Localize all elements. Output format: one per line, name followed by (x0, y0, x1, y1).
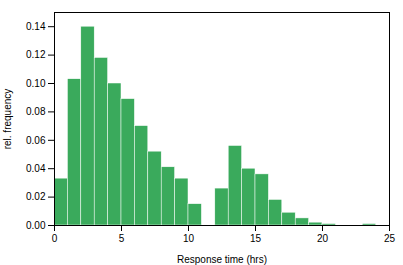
svg-text:0.06: 0.06 (26, 135, 46, 146)
svg-text:0.02: 0.02 (26, 191, 46, 202)
svg-text:10: 10 (183, 233, 195, 244)
svg-text:0.14: 0.14 (26, 21, 46, 32)
svg-text:0.04: 0.04 (26, 163, 46, 174)
svg-text:0.08: 0.08 (26, 106, 46, 117)
svg-text:0.12: 0.12 (26, 49, 46, 60)
svg-text:25: 25 (384, 233, 396, 244)
svg-text:20: 20 (317, 233, 329, 244)
svg-text:15: 15 (250, 233, 262, 244)
svg-text:Response time (hrs): Response time (hrs) (177, 254, 267, 265)
svg-text:5: 5 (119, 233, 125, 244)
svg-text:0.00: 0.00 (26, 220, 46, 231)
svg-text:0: 0 (52, 233, 58, 244)
svg-text:0.10: 0.10 (26, 78, 46, 89)
svg-text:rel. frequency: rel. frequency (2, 89, 13, 150)
